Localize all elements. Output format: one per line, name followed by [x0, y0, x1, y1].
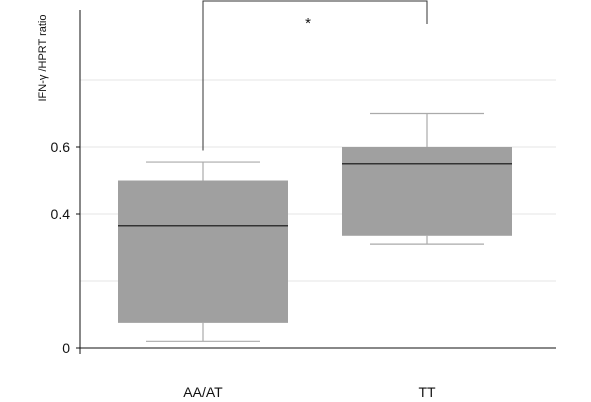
- y-tick-label-0: 0: [62, 340, 70, 356]
- significance-bracket: [202, 0, 428, 151]
- y-axis-title: IFN-γ /HPRT ratio: [37, 15, 49, 102]
- significance-label: *: [305, 15, 311, 32]
- y-tick-label-1: 0.4: [51, 206, 71, 222]
- y-tick-label-2: 0.6: [51, 139, 71, 155]
- box-group: [118, 112, 512, 342]
- x-category-label-1: TT: [418, 384, 436, 400]
- box-aaat: [118, 161, 288, 342]
- box-iqr: [342, 147, 512, 236]
- x-category-label-0: AA/AT: [183, 384, 223, 400]
- box-tt: [342, 112, 512, 245]
- box-iqr: [118, 180, 288, 323]
- bracket-line: [202, 0, 428, 151]
- axes: 0 0.4 0.6 AA/AT TT: [51, 10, 556, 400]
